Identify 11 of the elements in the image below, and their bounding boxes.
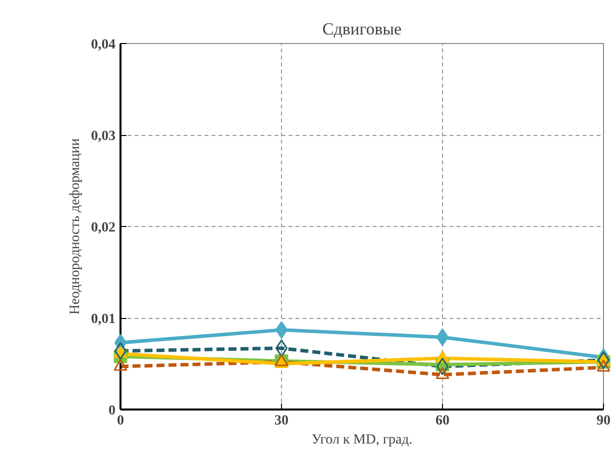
- y-tick-label: 0: [108, 404, 116, 418]
- y-tick-label: 0,03: [91, 129, 116, 144]
- y-axis-title: Неоднородность деформации: [68, 138, 83, 315]
- y-tick-label: 0,01: [91, 312, 116, 327]
- y-tick-label: 0,02: [91, 220, 116, 236]
- chart-title: Сдвиговые: [322, 20, 402, 38]
- y-tick-label: 0,04: [91, 38, 116, 52]
- x-tick-label: 30: [274, 414, 288, 428]
- x-tick-label: 90: [596, 414, 610, 428]
- x-tick-label: 60: [436, 414, 450, 428]
- x-axis-title: Угол к MD, град.: [312, 432, 412, 448]
